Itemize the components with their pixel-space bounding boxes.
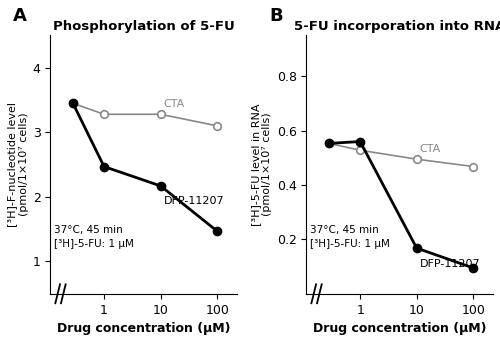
Text: DFP-11207: DFP-11207 — [420, 259, 480, 269]
Text: A: A — [13, 7, 27, 25]
Text: B: B — [269, 7, 282, 25]
Y-axis label: [³H]-F-nucleotide level
(pmol/1×10⁷ cells): [³H]-F-nucleotide level (pmol/1×10⁷ cell… — [7, 102, 28, 227]
X-axis label: Drug concentration (μM): Drug concentration (μM) — [313, 322, 486, 335]
Text: CTA: CTA — [420, 144, 441, 154]
Text: CTA: CTA — [164, 99, 184, 109]
Y-axis label: [³H]-5-FU level in RNA
(pmol/1×10⁷ cells): [³H]-5-FU level in RNA (pmol/1×10⁷ cells… — [251, 103, 272, 226]
Text: DFP-11207: DFP-11207 — [164, 196, 224, 206]
Title: Phosphorylation of 5-FU: Phosphorylation of 5-FU — [53, 20, 234, 33]
Text: 37°C, 45 min
[³H]-5-FU: 1 μM: 37°C, 45 min [³H]-5-FU: 1 μM — [310, 225, 390, 249]
Title: 5-FU incorporation into RNA: 5-FU incorporation into RNA — [294, 20, 500, 33]
X-axis label: Drug concentration (μM): Drug concentration (μM) — [57, 322, 231, 335]
Text: 37°C, 45 min
[³H]-5-FU: 1 μM: 37°C, 45 min [³H]-5-FU: 1 μM — [54, 225, 134, 249]
